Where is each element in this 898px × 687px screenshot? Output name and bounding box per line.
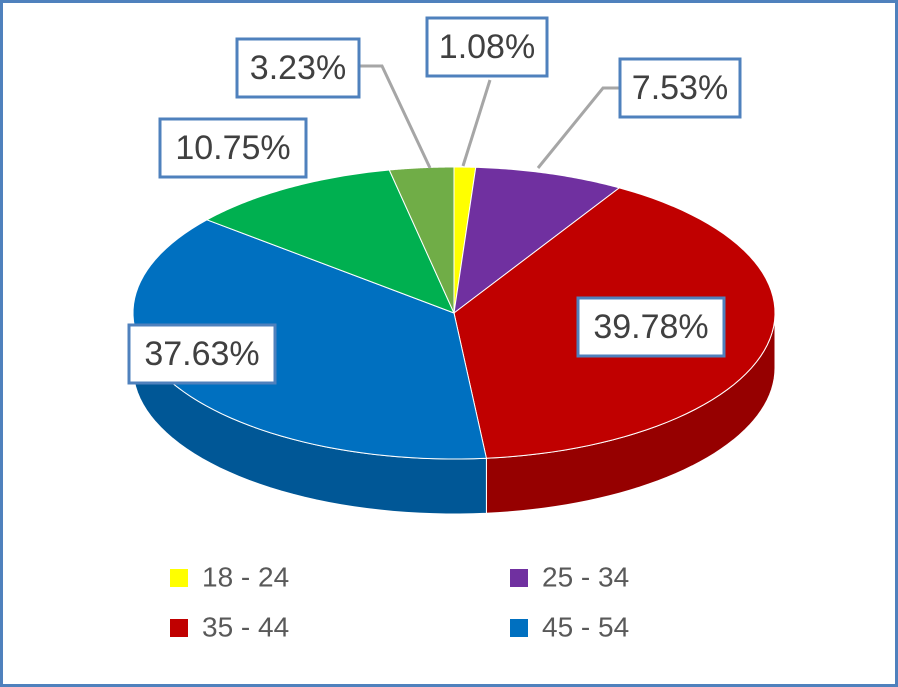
pie-slice: [453, 166, 621, 315]
data-label: 3.23%: [250, 49, 346, 87]
label-box: [576, 296, 726, 358]
pie-slice: [388, 166, 455, 314]
legend-swatch: [170, 619, 188, 637]
label-box: [158, 117, 308, 179]
label-box: [235, 37, 361, 99]
pie-slice: [205, 169, 455, 314]
data-label: 7.53%: [632, 69, 728, 107]
label-box: [425, 16, 549, 78]
legend-swatch: [510, 569, 528, 587]
data-label: 1.08%: [439, 28, 535, 66]
data-label: 37.63%: [144, 335, 259, 373]
leader-line: [461, 79, 492, 167]
legend-swatch: [510, 619, 528, 637]
legend-label: 25 - 34: [542, 561, 629, 592]
legend-label: 18 - 24: [202, 561, 289, 592]
leader-line: [536, 86, 620, 169]
data-label: 39.78%: [593, 308, 708, 346]
legend-swatch: [170, 569, 188, 587]
legend-label: 45 - 54: [542, 611, 629, 642]
label-box: [127, 323, 277, 385]
label-box: [618, 57, 742, 119]
leader-line: [360, 64, 432, 169]
legend-label: 35 - 44: [202, 611, 289, 642]
data-label: 10.75%: [175, 129, 290, 167]
